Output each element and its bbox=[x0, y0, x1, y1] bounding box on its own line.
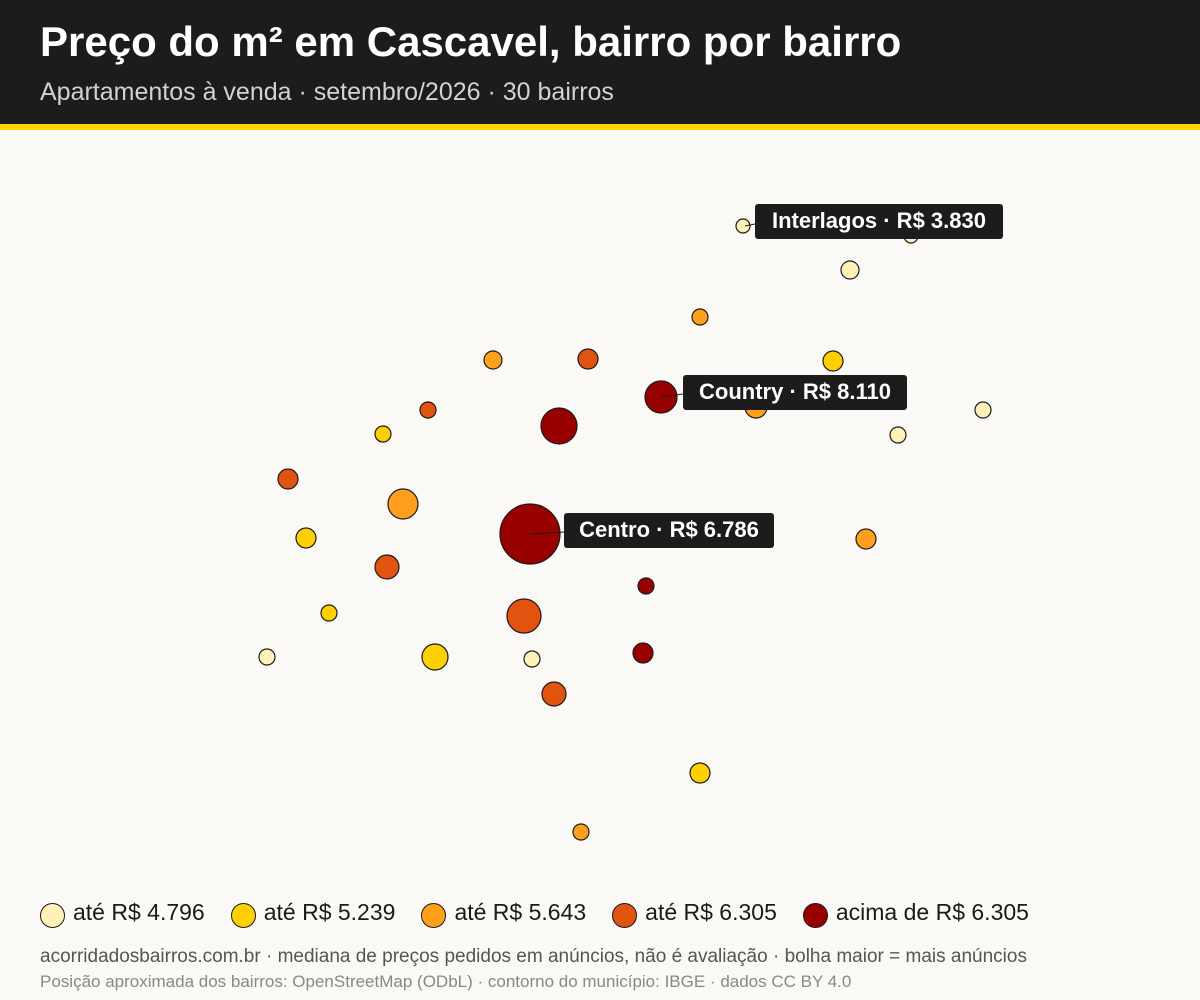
neighborhood-bubble bbox=[540, 407, 578, 445]
neighborhood-bubble bbox=[506, 598, 542, 634]
legend-item-5: acima de R$ 6.305 bbox=[802, 897, 1029, 928]
neighborhood-bubble-map: Interlagos · R$ 3.830 Country · R$ 8.110… bbox=[258, 204, 1003, 841]
page-title: Preço do m² em Cascavel, bairro por bair… bbox=[40, 18, 902, 65]
callout-country-box bbox=[683, 375, 907, 410]
legend-label-5: acima de R$ 6.305 bbox=[835, 898, 1029, 925]
legend-item-3: até R$ 5.643 bbox=[421, 897, 586, 928]
neighborhood-bubble bbox=[374, 425, 392, 443]
legend-swatch-2 bbox=[230, 902, 256, 928]
legend-swatch-1 bbox=[40, 902, 65, 928]
neighborhood-bubble bbox=[387, 488, 419, 520]
neighborhood-bubble bbox=[541, 681, 567, 707]
legend-item-4: até R$ 6.305 bbox=[612, 897, 777, 928]
callout-country-label: Country · R$ 8.110 bbox=[699, 379, 891, 404]
neighborhood-bubble bbox=[421, 643, 449, 671]
neighborhood-bubble bbox=[889, 426, 907, 444]
neighborhood-bubble bbox=[572, 823, 590, 841]
callout-centro-box bbox=[564, 513, 774, 548]
neighborhood-bubble bbox=[483, 350, 503, 370]
callout-interlagos: Interlagos · R$ 3.830 bbox=[744, 204, 1003, 239]
neighborhood-bubble bbox=[689, 762, 711, 784]
neighborhood-bubble bbox=[735, 218, 751, 234]
callout-interlagos-label: Interlagos · R$ 3.830 bbox=[772, 208, 986, 233]
neighborhood-bubble bbox=[258, 648, 276, 666]
legend-label-4: até R$ 6.305 bbox=[645, 898, 777, 925]
callout-centro: Centro · R$ 6.786 bbox=[529, 513, 774, 548]
neighborhood-bubble bbox=[632, 642, 654, 664]
callout-country: Country · R$ 8.110 bbox=[660, 375, 907, 410]
neighborhood-bubble bbox=[822, 350, 844, 372]
legend-label-1: até R$ 4.796 bbox=[73, 898, 205, 925]
footer-source: acorridadosbairros.com.br · mediana de p… bbox=[40, 946, 1027, 967]
neighborhood-bubble bbox=[295, 527, 317, 549]
accent-bar bbox=[0, 124, 1200, 130]
legend-label-3: até R$ 5.643 bbox=[454, 898, 587, 925]
neighborhood-bubble bbox=[374, 554, 400, 580]
neighborhood-bubble bbox=[840, 260, 860, 280]
neighborhood-bubble bbox=[855, 528, 877, 550]
legend-label-2: até R$ 5.239 bbox=[263, 898, 396, 925]
neighborhood-bubble bbox=[974, 401, 992, 419]
neighborhood-bubble bbox=[277, 468, 299, 490]
callout-centro-label: Centro · R$ 6.786 bbox=[579, 517, 759, 542]
legend-item-1: até R$ 4.796 bbox=[40, 897, 205, 928]
legend-swatch-3 bbox=[421, 902, 447, 928]
neighborhood-bubble bbox=[419, 401, 437, 419]
callout-interlagos-box bbox=[755, 204, 1003, 239]
page-subtitle: Apartamentos à venda · setembro/2026 · 3… bbox=[40, 78, 614, 106]
neighborhood-bubble bbox=[691, 308, 709, 326]
neighborhood-bubble bbox=[320, 604, 338, 622]
callouts-layer: Interlagos · R$ 3.830 Country · R$ 8.110… bbox=[529, 204, 1003, 548]
legend-swatch-5 bbox=[802, 902, 828, 928]
footer-attribution: Posição aproximada dos bairros: OpenStre… bbox=[40, 972, 852, 991]
neighborhood-bubble bbox=[523, 650, 541, 668]
header: Preço do m² em Cascavel, bairro por bair… bbox=[0, 0, 1200, 124]
neighborhood-bubble bbox=[637, 577, 655, 595]
legend-swatch-4 bbox=[612, 902, 638, 928]
legend: até R$ 4.796 até R$ 5.239 até R$ 5.643 a… bbox=[40, 896, 1055, 928]
neighborhood-bubble bbox=[577, 348, 599, 370]
legend-item-2: até R$ 5.239 bbox=[230, 897, 396, 928]
